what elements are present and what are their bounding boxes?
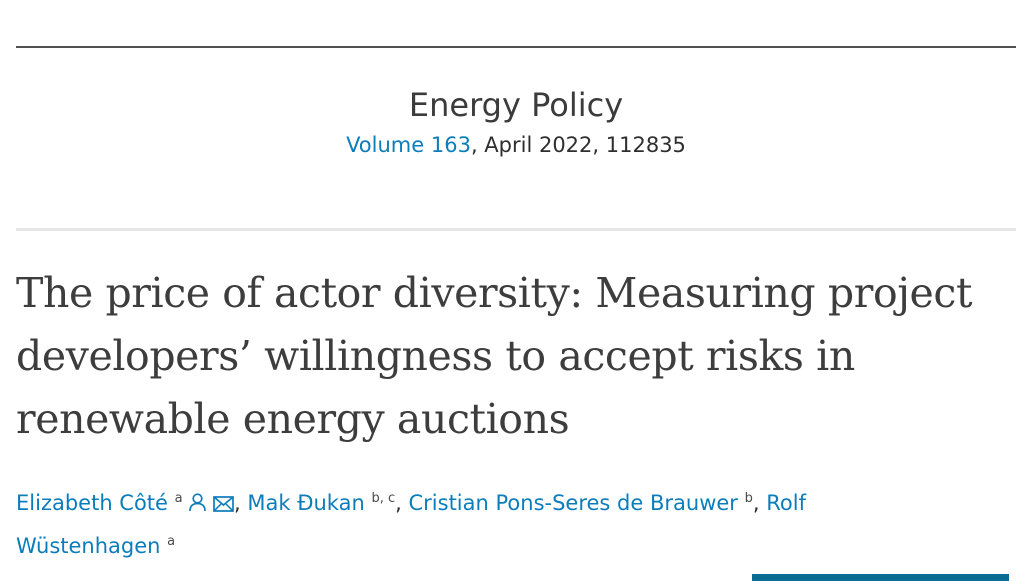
author-link[interactable]: Elizabeth Côté: [16, 491, 168, 515]
volume-link[interactable]: Volume 163: [346, 133, 471, 157]
article-title: The price of actor diversity: Measuring …: [16, 269, 973, 443]
author-link[interactable]: Cristian Pons-Seres de Brauwer: [408, 491, 738, 515]
envelope-icon[interactable]: [213, 485, 234, 526]
journal-issue-info: Volume 163, April 2022, 112835: [16, 130, 1016, 160]
author-affiliation: a: [174, 491, 183, 506]
action-button-edge[interactable]: [752, 574, 1009, 581]
journal-title-link[interactable]: Energy Policy: [408, 86, 624, 124]
author-affiliation: a: [167, 534, 176, 549]
section-divider: [16, 228, 1016, 231]
author-separator: ,: [395, 491, 402, 515]
author-link[interactable]: Mak Đukan: [247, 491, 365, 515]
author-link[interactable]: Rolf Wüstenhagen: [16, 491, 806, 558]
author-list: Elizabeth Côté a , Mak Đukan b, c, Crist…: [16, 483, 916, 567]
journal-header: Energy Policy Volume 163, April 2022, 11…: [16, 84, 1016, 160]
author-separator: ,: [752, 491, 760, 515]
top-divider: [16, 46, 1016, 48]
author-affiliation: b, c: [371, 491, 396, 506]
person-icon[interactable]: [189, 485, 207, 526]
author-affiliation: b: [744, 491, 753, 506]
author-separator: ,: [234, 491, 241, 515]
issue-details: , April 2022, 112835: [470, 133, 686, 157]
